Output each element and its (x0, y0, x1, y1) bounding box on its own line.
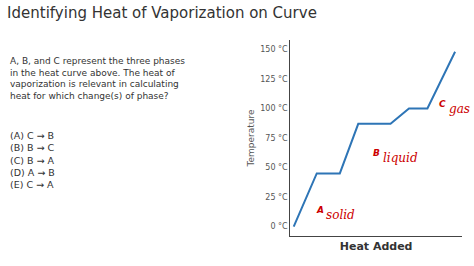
svg-text:A, B, and C represent the thre: A, B, and C represent the three phasesin… (10, 56, 185, 101)
svg-text:150 °C: 150 °C (260, 45, 288, 54)
svg-text:B: B (373, 148, 380, 158)
svg-text:solid: solid (326, 208, 355, 222)
svg-text:liquid: liquid (383, 151, 418, 165)
svg-text:0 °C: 0 °C (270, 222, 288, 231)
svg-text:50 °C: 50 °C (265, 163, 288, 172)
svg-text:Identifying Heat of Vaporizati: Identifying Heat of Vaporization on Curv… (7, 4, 317, 22)
svg-text:25 °C: 25 °C (265, 193, 288, 202)
svg-text:A: A (316, 205, 324, 215)
svg-text:(A) C → B(B) B → C(C) B → A(D): (A) C → B(B) B → C(C) B → A(D) A → B(E) … (10, 130, 55, 190)
svg-text:125 °C: 125 °C (260, 75, 288, 84)
svg-text:Heat Added: Heat Added (340, 240, 413, 253)
svg-text:Temperature: Temperature (246, 109, 256, 167)
svg-text:C: C (439, 99, 446, 109)
svg-text:75 °C: 75 °C (265, 134, 288, 143)
svg-text:100 °C: 100 °C (260, 104, 288, 113)
svg-text:gas: gas (449, 102, 470, 116)
